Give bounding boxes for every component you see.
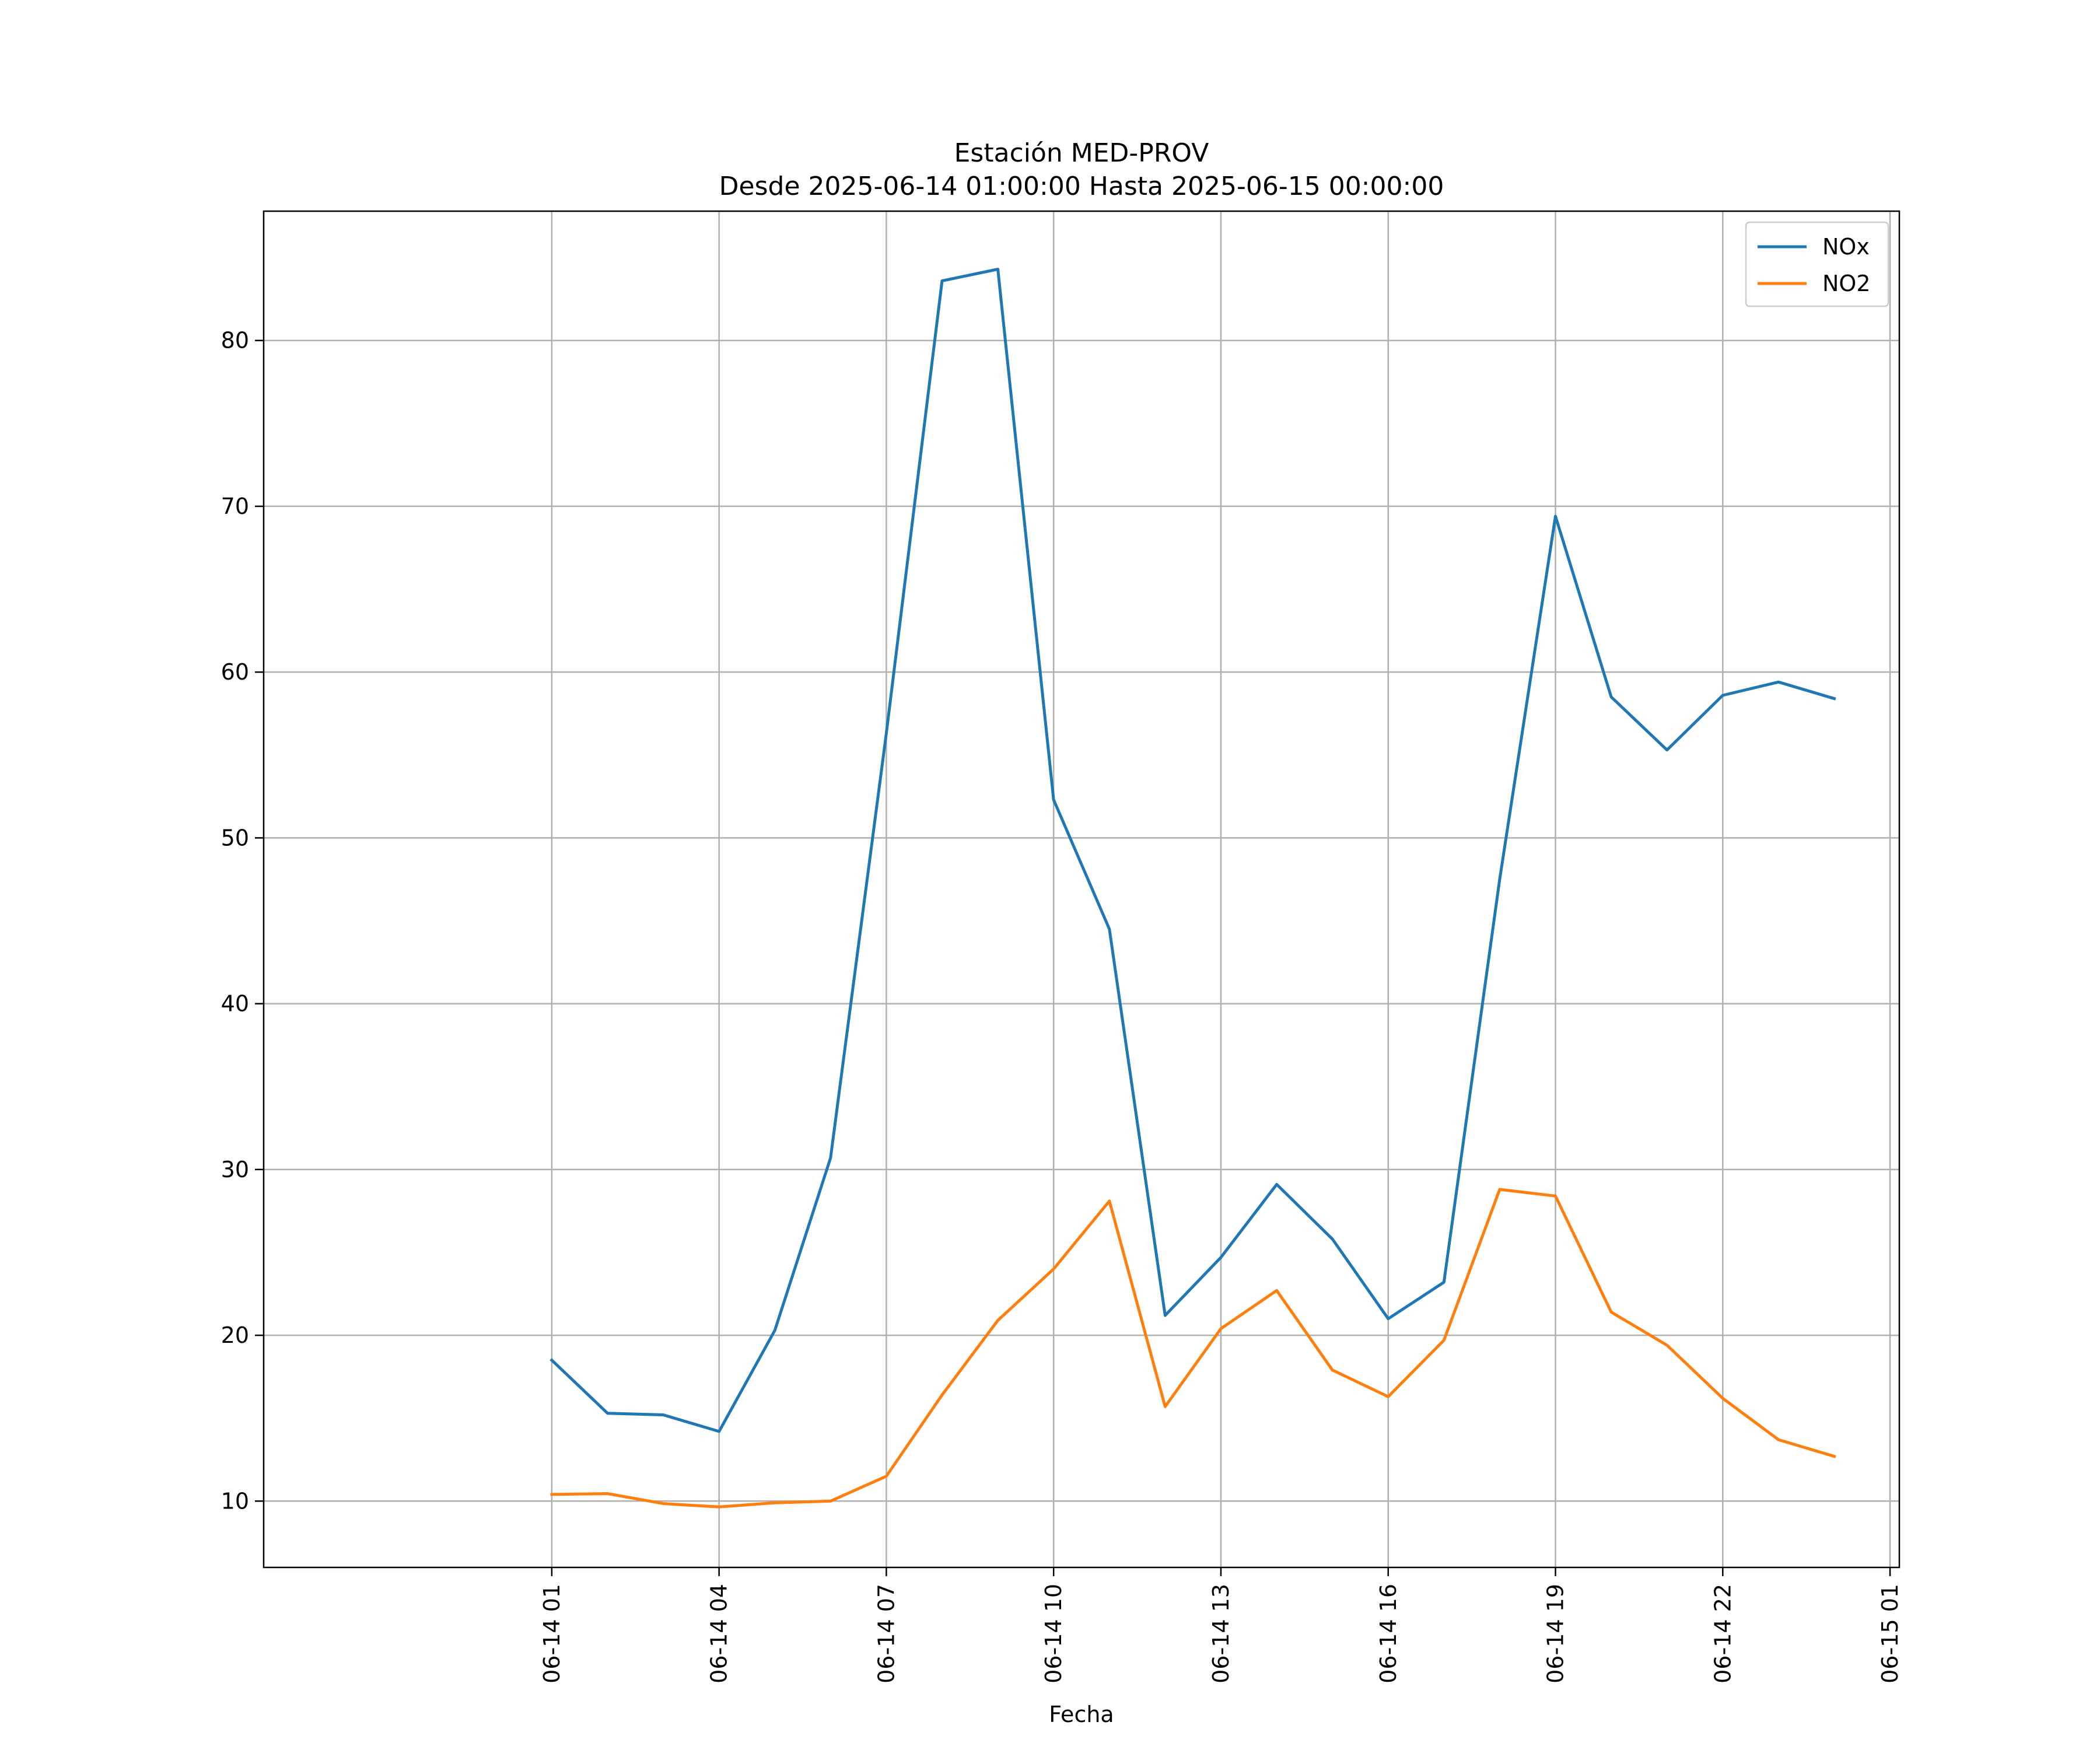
y-tick-label: 80	[221, 328, 249, 354]
legend-box	[1745, 221, 1889, 307]
series-lines	[550, 268, 1836, 1508]
legend: NOx NO2	[1745, 221, 1889, 307]
x-tick-label: 06-14 04	[706, 1584, 732, 1684]
y-tick-label: 60	[221, 659, 249, 685]
x-tick-label: 06-14 01	[539, 1584, 565, 1684]
y-tick-label: 50	[221, 825, 249, 850]
y-tick-label: 20	[221, 1322, 249, 1348]
legend-label-no2: NO2	[1822, 271, 1871, 296]
ticks: 06-14 01 06-14 04 06-14 07 06-14 10 06-14 13…	[221, 328, 1903, 1684]
x-tick-label: 06-14 19	[1543, 1584, 1569, 1684]
y-tick-label: 30	[221, 1157, 249, 1182]
y-tick-label: 40	[221, 991, 249, 1017]
y-tick-label: 10	[221, 1488, 249, 1514]
legend-label-nox: NOx	[1822, 234, 1870, 260]
x-tick-label: 06-15 01	[1877, 1584, 1903, 1684]
series-line-no2	[550, 1188, 1836, 1508]
x-axis-label: Fecha	[1049, 1702, 1114, 1727]
x-tick-label: 06-14 22	[1710, 1584, 1735, 1684]
y-tick-label: 70	[221, 494, 249, 519]
series-line-nox	[550, 268, 1836, 1433]
x-tick-label: 06-14 07	[873, 1584, 899, 1684]
chart-title: Estación MED-PROV	[954, 138, 1209, 168]
x-tick-label: 06-14 13	[1208, 1584, 1234, 1684]
x-tick-label: 06-14 16	[1376, 1584, 1401, 1684]
x-tick-label: 06-14 10	[1041, 1584, 1066, 1684]
grid	[264, 211, 1899, 1567]
chart-subtitle: Desde 2025-06-14 01:00:00 Hasta 2025-06-…	[719, 172, 1444, 201]
plot-frame	[262, 210, 1901, 1569]
